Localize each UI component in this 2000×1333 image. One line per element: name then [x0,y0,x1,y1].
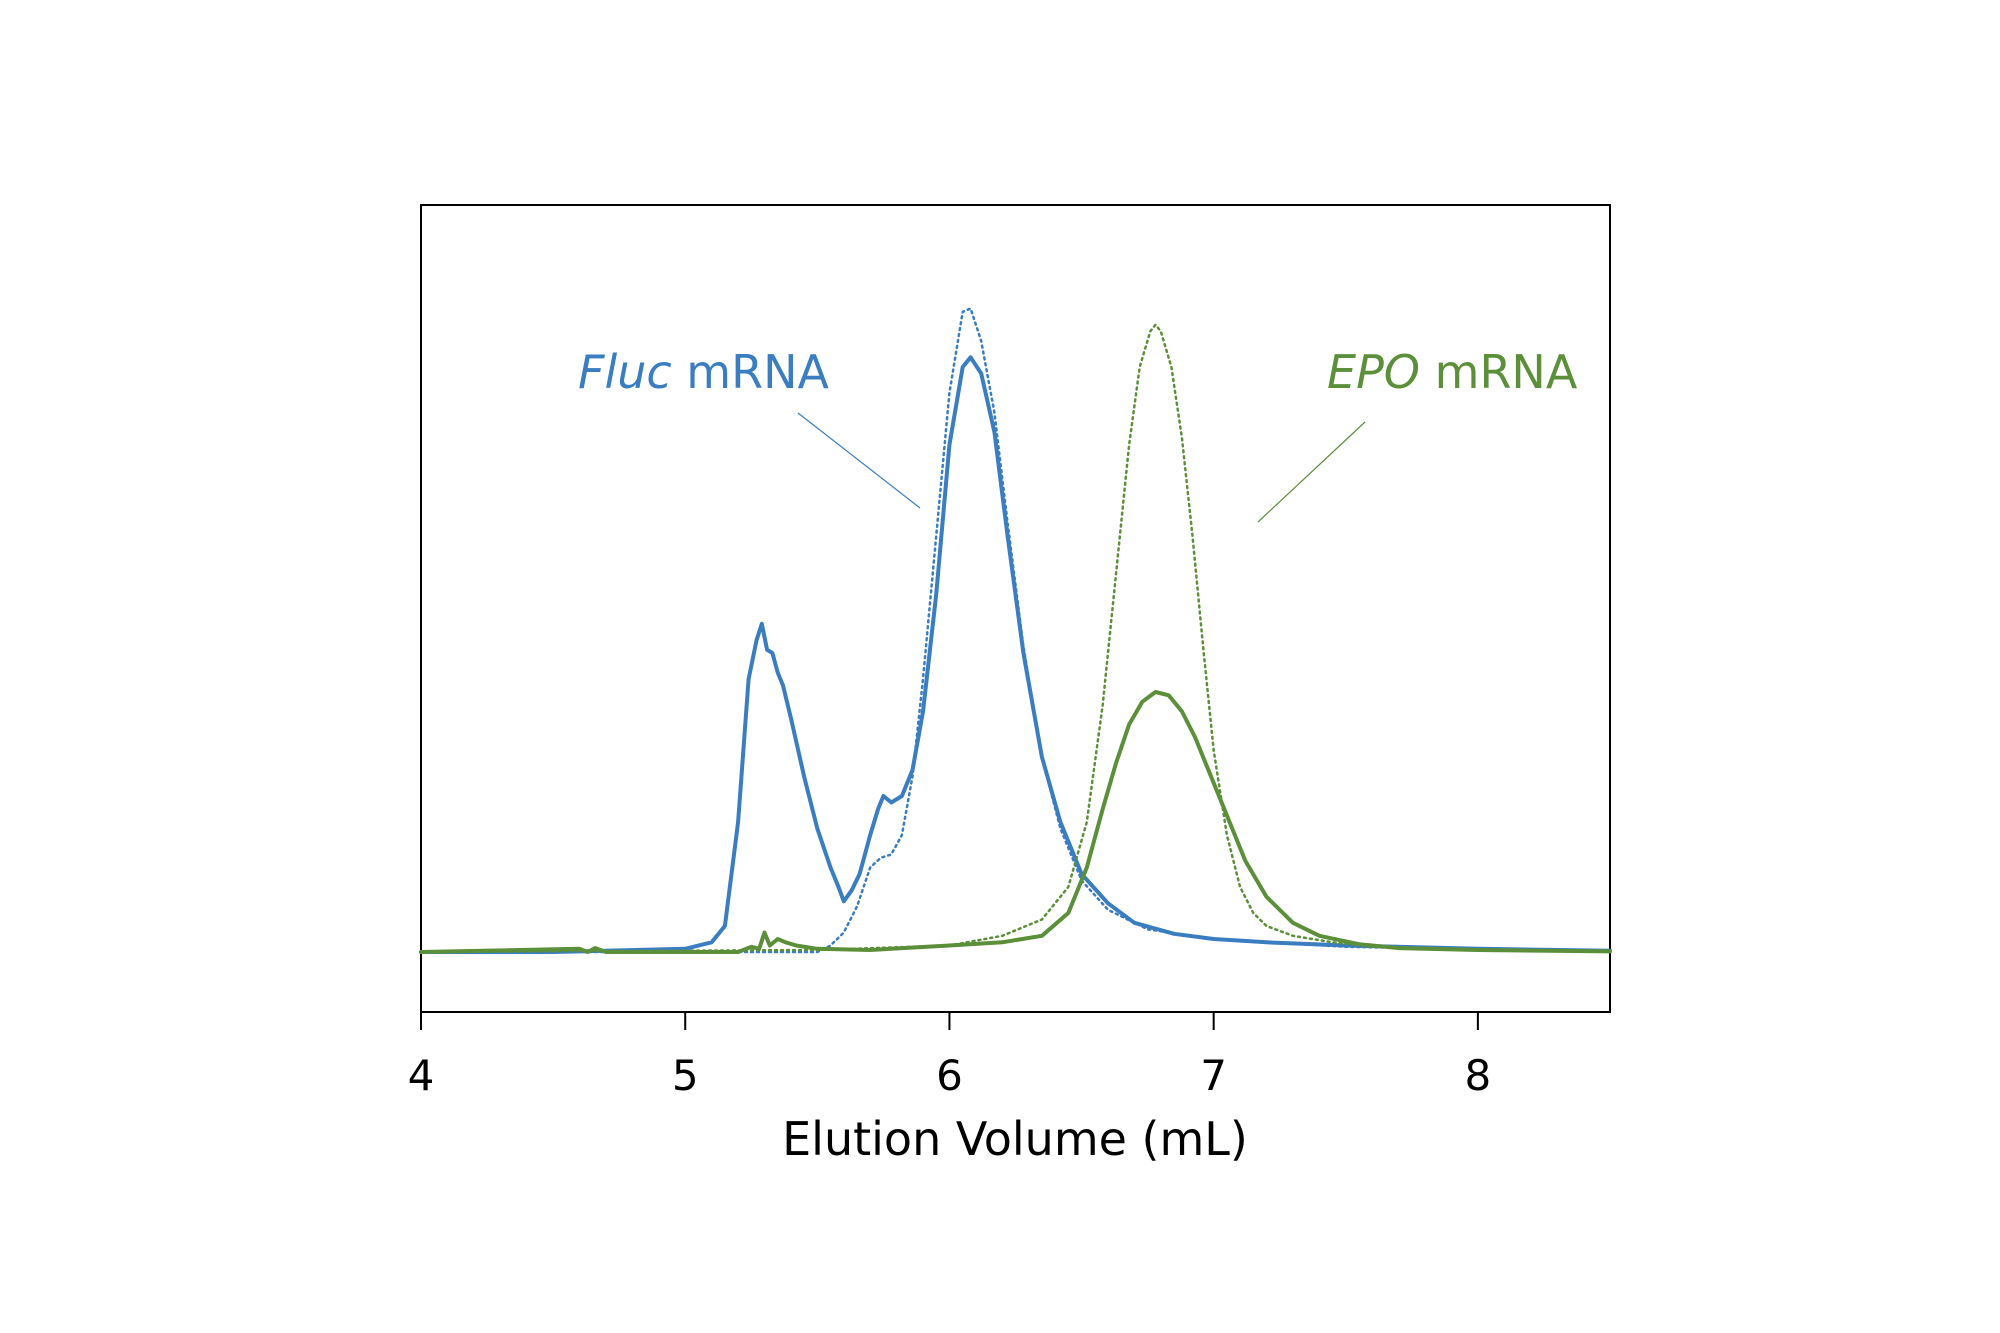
fluc-annotation-text: mRNA [672,345,830,399]
fluc-leader-line [797,412,921,509]
epo-leader-line [1257,421,1366,523]
epo-annotation-text: mRNA [1420,345,1578,399]
fluc-dotted-series-line [419,307,1612,954]
x-tick-label: 7 [1200,1051,1227,1100]
x-axis-title: Elution Volume (mL) [782,1112,1248,1166]
x-tick-label: 5 [672,1051,699,1100]
x-tick-label: 6 [936,1051,963,1100]
fluc-annotation-italic: Fluc [578,345,672,399]
x-tick-label: 8 [1465,1051,1492,1100]
x-tick-label: 4 [408,1051,435,1100]
epo-dotted-series-line [419,323,1612,954]
fluc-solid-series-line [419,355,1612,954]
epo-solid-series-line [419,690,1612,954]
epo-annotation-italic: EPO [1327,345,1420,399]
series-layer [419,307,1612,954]
epo-annotation: EPO mRNA [1327,345,1578,399]
fluc-annotation: Fluc mRNA [578,345,829,399]
x-axis: 4 5 6 7 8 [408,1012,1492,1100]
plot-frame [420,204,1611,1013]
